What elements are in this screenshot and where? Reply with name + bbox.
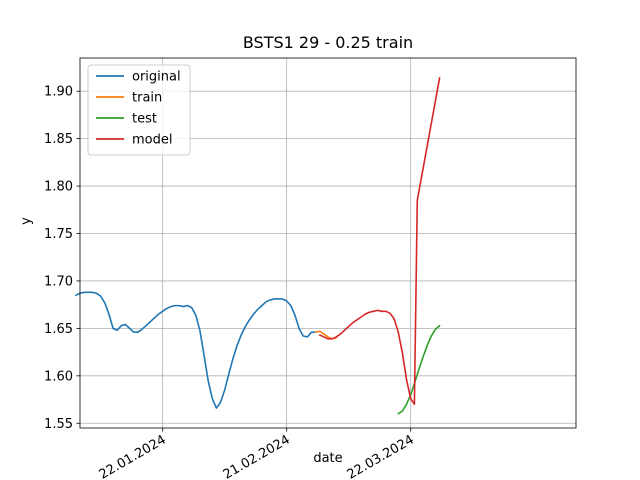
y-tick-label: 1.90 <box>44 85 73 100</box>
legend-label-train: train <box>132 91 162 106</box>
series-layer <box>75 77 441 415</box>
series-line-test <box>397 324 441 415</box>
legend-label-original: original <box>132 70 181 85</box>
chart-title: BSTS1 29 - 0.25 train <box>243 33 413 52</box>
y-tick-label: 1.70 <box>44 274 73 289</box>
y-tick-label: 1.65 <box>44 322 73 337</box>
y-tick-label: 1.85 <box>44 132 73 147</box>
series-line-original <box>75 291 317 409</box>
plot-frame <box>79 57 577 429</box>
legend-box <box>87 64 191 156</box>
legend-label-model: model <box>132 133 172 148</box>
y-tick-label: 1.75 <box>44 227 73 242</box>
y-tick-label: 1.55 <box>44 417 73 432</box>
y-tick-label: 1.60 <box>44 369 73 384</box>
y-tick-label: 1.80 <box>44 180 73 195</box>
legend: original train test model <box>87 64 191 156</box>
x-axis-label: date <box>313 451 342 466</box>
series-line-model <box>318 77 441 406</box>
y-axis-label: y <box>19 217 34 225</box>
legend-label-test: test <box>132 112 157 127</box>
